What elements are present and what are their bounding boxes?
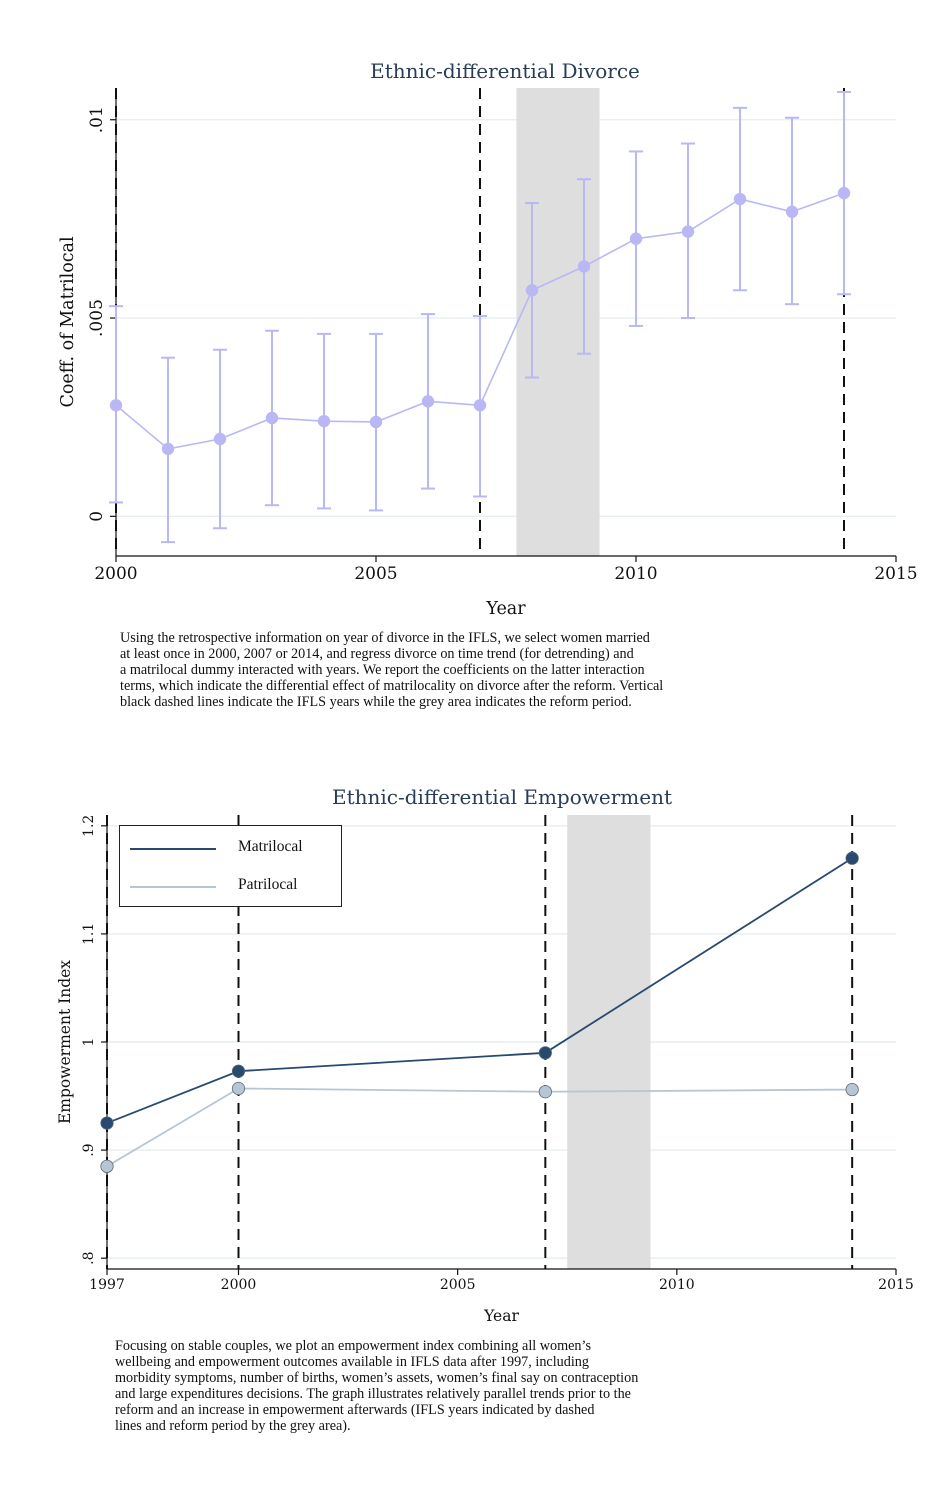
caption-line: and large expenditures decisions. The gr… bbox=[115, 1386, 631, 1402]
data-point bbox=[317, 414, 331, 428]
x-tick-label: 2010 bbox=[614, 564, 657, 584]
data-point bbox=[265, 411, 279, 425]
data-point bbox=[213, 432, 227, 446]
divorce-chart: 0 .005 .01 2000 2005 2010 2015 Year Coeff. of Ma… bbox=[58, 59, 918, 619]
legend-swatch bbox=[130, 886, 216, 888]
x-axis-label: Year bbox=[485, 599, 526, 619]
x-tick-label: 2000 bbox=[221, 1277, 257, 1293]
y-tick-label: .005 bbox=[87, 299, 107, 337]
y-axis-label: Empowerment Index bbox=[56, 960, 74, 1124]
data-point bbox=[577, 260, 591, 273]
y-tick-label: 1 bbox=[81, 1038, 97, 1047]
legend-label: Patrilocal bbox=[238, 876, 298, 893]
x-tick-label: 2005 bbox=[354, 564, 397, 584]
data-point bbox=[421, 395, 435, 408]
data-point bbox=[100, 1116, 114, 1130]
series-line bbox=[106, 857, 853, 1124]
data-point bbox=[733, 192, 747, 206]
legend-item-matrilocal: Matrilocal bbox=[120, 830, 341, 866]
reform-period-shading bbox=[516, 88, 600, 556]
data-point bbox=[100, 1159, 114, 1173]
legend-swatch bbox=[130, 848, 216, 850]
caption-line: reform and an increase in empowerment af… bbox=[115, 1402, 595, 1418]
caption-line: black dashed lines indicate the IFLS yea… bbox=[120, 694, 632, 710]
empowerment-caption: Focusing on stable couples, we plot an e… bbox=[115, 1338, 638, 1434]
caption-line: a matrilocal dummy interacted with years… bbox=[120, 662, 645, 678]
caption-line: morbidity symptoms, number of births, wo… bbox=[115, 1370, 639, 1386]
y-tick-label: .8 bbox=[81, 1252, 97, 1265]
empowerment-chart: .8 .9 1 1.1 1.2 1997 2000 2005 2010 2015 Year Empow… bbox=[56, 785, 914, 1325]
data-point bbox=[629, 232, 643, 245]
data-point bbox=[785, 205, 799, 218]
y-tick-label: .9 bbox=[81, 1143, 97, 1156]
x-tick-label: 2010 bbox=[659, 1277, 695, 1293]
divorce-caption: Using the retrospective information on y… bbox=[120, 630, 663, 710]
y-tick-label: 0 bbox=[87, 511, 107, 522]
data-point bbox=[161, 442, 175, 456]
data-point bbox=[231, 1064, 246, 1078]
caption-line: at least once in 2000, 2007 or 2014, and… bbox=[120, 646, 634, 662]
chart-legend: Matrilocal Patrilocal bbox=[119, 825, 342, 907]
data-point bbox=[473, 399, 487, 412]
caption-line: wellbeing and empowerment outcomes avail… bbox=[115, 1354, 589, 1370]
caption-line: Using the retrospective information on y… bbox=[120, 630, 650, 646]
legend-item-patrilocal: Patrilocal bbox=[120, 868, 341, 904]
data-point bbox=[538, 1046, 552, 1060]
y-tick-label: 1.1 bbox=[81, 923, 97, 945]
x-axis-label: Year bbox=[483, 1307, 519, 1325]
caption-line: lines and reform period by the grey area… bbox=[115, 1418, 351, 1434]
caption-line: Focusing on stable couples, we plot an e… bbox=[115, 1338, 591, 1354]
x-tick-label: 1997 bbox=[89, 1277, 125, 1293]
divorce-panel: 0 .005 .01 2000 2005 2010 2015 Year Coeff. of Ma… bbox=[58, 59, 918, 710]
data-point bbox=[231, 1081, 246, 1096]
data-point bbox=[109, 399, 123, 412]
data-point bbox=[845, 851, 859, 865]
chart-title: Ethnic-differential Divorce bbox=[370, 59, 640, 83]
data-point bbox=[369, 415, 383, 429]
data-point bbox=[845, 1082, 859, 1097]
data-point bbox=[681, 225, 695, 238]
y-tick-label: 1.2 bbox=[81, 815, 97, 837]
empowerment-panel: .8 .9 1 1.1 1.2 1997 2000 2005 2010 2015 Year Empow… bbox=[0, 760, 933, 1497]
caption-line: terms, which indicate the differential e… bbox=[120, 678, 664, 694]
reform-period-shading bbox=[567, 815, 651, 1269]
data-point bbox=[837, 186, 851, 200]
x-tick-label: 2000 bbox=[94, 564, 137, 584]
series-line bbox=[106, 1087, 853, 1168]
x-tick-label: 2005 bbox=[440, 1277, 476, 1293]
x-tick-label: 2015 bbox=[878, 1277, 914, 1293]
y-axis-label: Coeff. of Matrilocal bbox=[58, 236, 78, 408]
legend-label: Matrilocal bbox=[238, 838, 303, 855]
chart-title: Ethnic-differential Empowerment bbox=[332, 785, 672, 809]
data-point bbox=[538, 1085, 552, 1099]
data-point bbox=[525, 284, 539, 297]
x-tick-label: 2015 bbox=[874, 564, 917, 584]
y-tick-label: .01 bbox=[87, 106, 107, 133]
